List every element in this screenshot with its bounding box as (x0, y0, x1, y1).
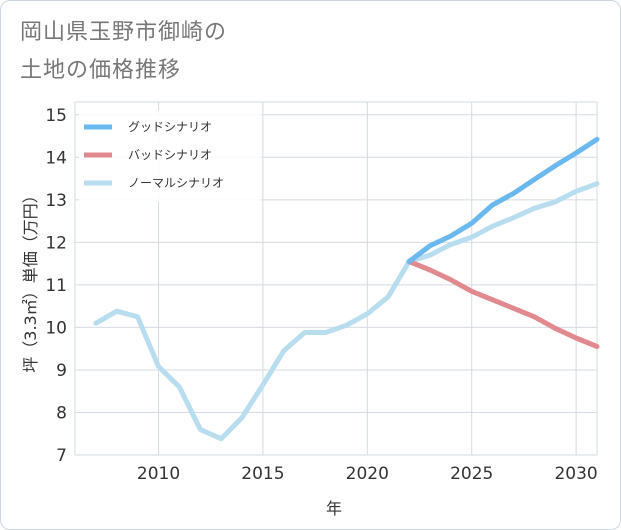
title-line-2: 土地の価格推移 (20, 58, 182, 83)
chart-title: 岡山県玉野市御崎の 土地の価格推移 (20, 14, 227, 90)
y-tick-label: 15 (45, 106, 67, 126)
series-line-2 (93, 181, 600, 442)
x-tick-labels: 2010 2015 2020 2025 2030 (137, 464, 598, 484)
y-tick-label: 13 (45, 191, 67, 211)
y-axis-title: 坪（3.3㎡）単価（万円） (21, 187, 40, 372)
x-tick-label: 2020 (346, 464, 389, 484)
x-tick-label: 2025 (450, 464, 493, 484)
title-line-1: 岡山県玉野市御崎の (20, 20, 228, 45)
series-line-1 (406, 259, 600, 349)
y-tick-label: 12 (45, 233, 67, 253)
y-tick-label: 9 (56, 361, 67, 381)
legend-label: グッドシナリオ (128, 120, 212, 134)
series-line-0 (406, 136, 600, 264)
y-tick-label: 8 (56, 403, 67, 423)
y-tick-label: 7 (56, 446, 67, 466)
y-tick-label: 11 (45, 276, 67, 296)
y-tick-label: 10 (45, 318, 67, 338)
y-tick-labels: 7 8 9 10 11 12 13 14 15 (45, 106, 67, 466)
x-tick-label: 2010 (137, 464, 180, 484)
legend-label: ノーマルシナリオ (128, 176, 224, 190)
y-tick-label: 14 (45, 148, 67, 168)
legend-label: バッドシナリオ (128, 148, 212, 162)
x-tick-label: 2030 (554, 464, 597, 484)
series-lines (93, 136, 600, 442)
x-tick-label: 2015 (241, 464, 284, 484)
x-axis-title: 年 (326, 499, 342, 518)
